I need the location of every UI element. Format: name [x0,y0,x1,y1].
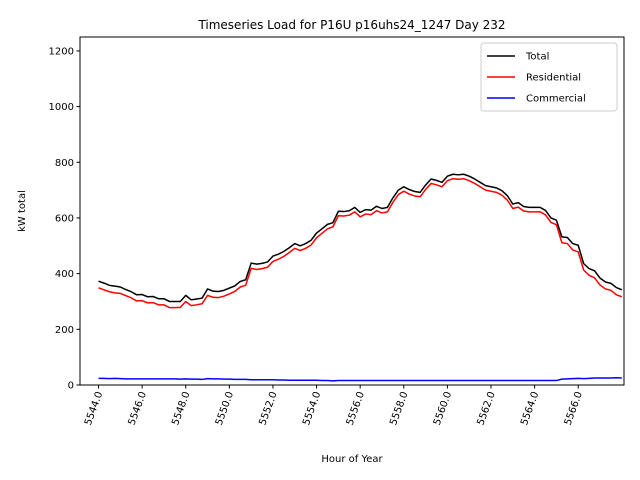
y-tick-label: 1200 [49,46,74,57]
series-line-residential [98,177,623,309]
chart-title: Timeseries Load for P16U p16uhs24_1247 D… [197,18,505,32]
legend-label-residential: Residential [526,73,581,84]
y-tick-label: 400 [55,269,74,280]
y-axis-label: kW total [17,190,28,232]
y-tick-label: 200 [55,325,74,336]
series-line-total [98,173,623,303]
legend-label-total: Total [525,52,549,63]
plot-frame [79,36,625,386]
y-axis: 0 200 400 600 800 1000 1200 [49,46,80,392]
series-lines [98,173,623,382]
legend-label-commercial: Commercial [526,94,586,105]
series-line-commercial [98,377,622,382]
y-tick-label: 1000 [49,102,74,113]
legend-box [480,42,618,112]
y-tick-label: 0 [68,381,74,392]
y-tick-label: 800 [55,158,74,169]
legend: Total Residential Commercial [480,42,618,112]
x-axis-label: Hour of Year [321,454,383,465]
y-tick-label: 600 [55,213,74,224]
